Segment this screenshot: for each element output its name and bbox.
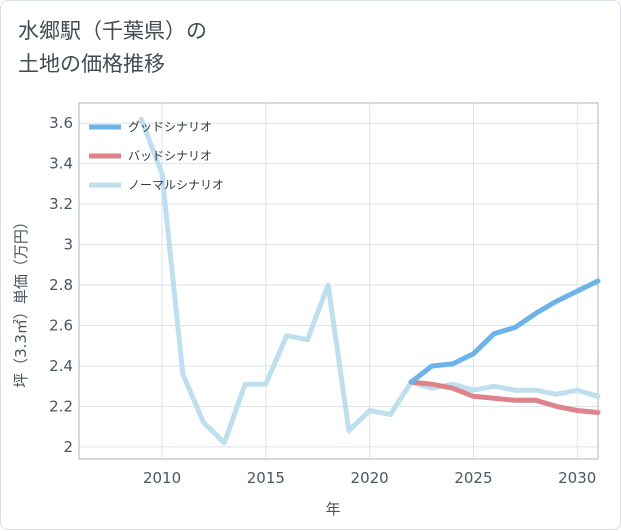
chart-title: 水郷駅（千葉県）の 土地の価格推移 bbox=[18, 15, 207, 81]
y-tick-label: 2 bbox=[63, 438, 73, 456]
chart-title-line1: 水郷駅（千葉県）の bbox=[18, 19, 207, 43]
series-line-1 bbox=[408, 379, 601, 415]
x-tick-label: 2010 bbox=[143, 469, 181, 487]
y-tick-label: 2.8 bbox=[49, 276, 73, 294]
x-tick-label: 2020 bbox=[351, 469, 389, 487]
legend-item[interactable]: バッドシナリオ bbox=[89, 149, 212, 163]
y-tick-label: 3.4 bbox=[49, 155, 73, 173]
y-axis-ticks: 2 2.2 2.4 2.6 2.8 3 3.2 3.4 3.6 bbox=[49, 114, 73, 456]
legend-item[interactable]: グッドシナリオ bbox=[89, 120, 212, 134]
y-axis-label: 坪（3.3㎡）単価（万円） bbox=[12, 214, 30, 388]
y-tick-label: 2.2 bbox=[49, 397, 73, 415]
x-axis-ticks: 2010 2015 2020 2025 2030 bbox=[143, 469, 596, 487]
x-tick-label: 2015 bbox=[247, 469, 285, 487]
y-tick-label: 2.4 bbox=[49, 357, 73, 375]
y-tick-label: 2.6 bbox=[49, 317, 73, 335]
y-tick-label: 3 bbox=[63, 236, 73, 254]
y-tick-label: 3.6 bbox=[49, 114, 73, 132]
x-axis-label: 年 bbox=[325, 500, 340, 518]
chart-title-line2: 土地の価格推移 bbox=[18, 52, 165, 76]
y-tick-label: 3.2 bbox=[49, 195, 73, 213]
legend-label: ノーマルシナリオ bbox=[128, 178, 224, 192]
legend-label: バッドシナリオ bbox=[128, 149, 212, 163]
series-layer bbox=[138, 116, 601, 446]
x-tick-label: 2030 bbox=[558, 469, 596, 487]
legend-label: グッドシナリオ bbox=[128, 120, 212, 134]
legend-item[interactable]: ノーマルシナリオ bbox=[89, 178, 224, 192]
series-line-2 bbox=[138, 116, 601, 446]
x-tick-label: 2025 bbox=[454, 469, 492, 487]
series-line-0 bbox=[408, 278, 601, 385]
